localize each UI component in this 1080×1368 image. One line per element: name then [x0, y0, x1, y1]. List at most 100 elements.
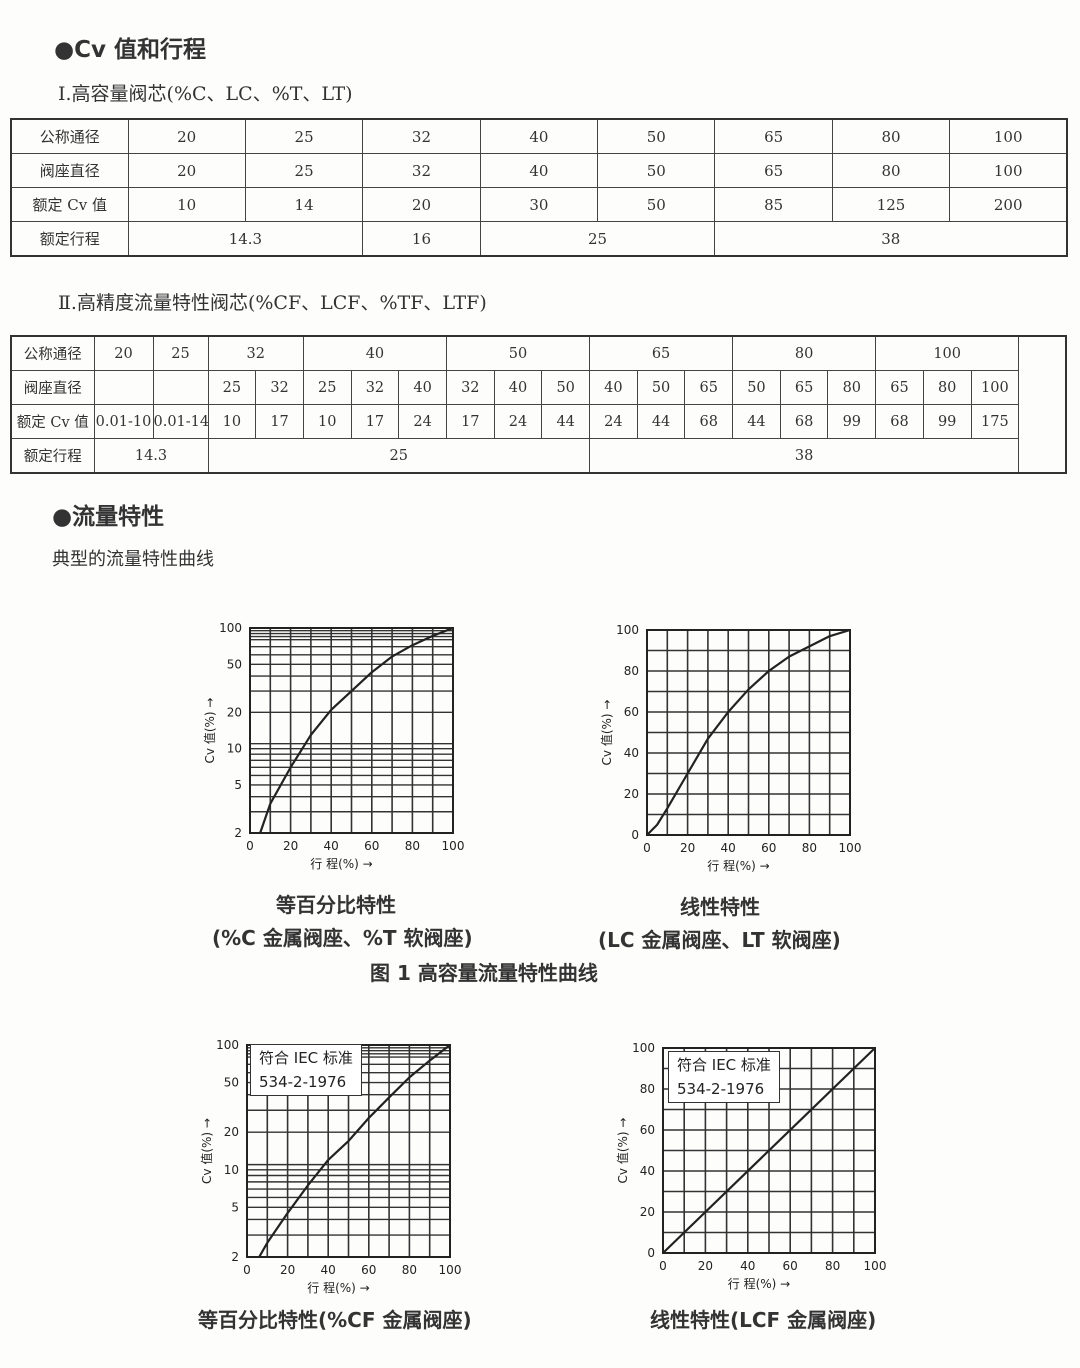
table-cell: 50: [597, 153, 716, 188]
table-cell: 32: [350, 370, 400, 405]
y-axis-label: Cv 值(%) →: [615, 1118, 630, 1184]
table-cell: 40: [302, 335, 447, 371]
table-cell: 44: [636, 404, 686, 439]
table-cell: 32: [445, 370, 495, 405]
iec-note-line2: 534-2-1976: [259, 1073, 347, 1091]
y-tick-label: 100: [616, 623, 639, 637]
table-cell: 80: [831, 153, 951, 188]
table-cell: 50: [597, 118, 716, 154]
y-tick-label: 100: [216, 1038, 239, 1052]
caption-chart3: 等百分比特性(%CF 金属阀座): [198, 1308, 472, 1332]
plot-frame: [646, 629, 851, 836]
table-cell: 38: [714, 221, 1068, 257]
table-cell: 25: [302, 370, 352, 405]
table-cell: 80: [831, 118, 951, 154]
table-cell: 65: [684, 370, 734, 405]
table-cell: 99: [827, 404, 877, 439]
table-row: 额定行程 14.3 25 38: [10, 438, 1066, 474]
chart-linear-lcf: 0 20 40 60 80 100 0 20 40 60 80 100 行 程(%) → Cv 值(%) …: [615, 1041, 886, 1291]
table-cell: 80: [922, 370, 972, 405]
table-cell: 40: [479, 153, 599, 188]
table-cell: 65: [779, 370, 829, 405]
table-cell: 20: [93, 335, 154, 371]
table-cell: 20: [127, 118, 246, 154]
table-cell: 175: [970, 404, 1020, 439]
x-tick-label: 100: [839, 841, 862, 855]
x-tick-label: 20: [698, 1259, 713, 1273]
y-tick-label: 10: [227, 742, 242, 756]
table-row: 阀座直径 20 25 32 40 50 65 80 100: [10, 153, 1068, 188]
table-cell: 44: [541, 404, 591, 439]
table-cell: 17: [445, 404, 495, 439]
table-cell: 99: [922, 404, 972, 439]
table-cell: 0.01-14: [152, 404, 209, 439]
plot-frame: [662, 1047, 876, 1254]
table-cell: 25: [207, 370, 257, 405]
y-tick-label: 100: [219, 621, 242, 635]
chart-equal-percentage: 0 20 40 60 80 100 2 5 10 20 50 100 行 程(%) → Cv 值(%) →: [202, 621, 464, 871]
table-cell: 65: [875, 370, 924, 405]
table-cell: 100: [949, 153, 1068, 188]
high-capacity-table: 公称通径 20 25 32 40 50 65 80 100 阀座直径 20 25 32 40 50 65 80 1…: [10, 118, 1069, 257]
table-row: 阀座直径 25 32 25 32 40 32 40 50 40 50 65 50 65 80 65 80 100: [10, 370, 1066, 405]
y-tick-label: 50: [224, 1076, 239, 1090]
table-cell: 32: [362, 118, 481, 154]
characteristic-curve: [662, 1047, 876, 1254]
iec-note-box-2: 符合 IEC 标准 534-2-1976: [668, 1051, 780, 1103]
characteristic-curve: [646, 628, 851, 836]
caption-chart2-sub: (LC 金属阀座、LT 软阀座): [598, 928, 841, 952]
x-tick-label: 80: [402, 1263, 417, 1277]
y-axis-label: Cv 值(%) →: [199, 1118, 214, 1184]
table-cell: 80: [827, 370, 877, 405]
x-tick-label: 0: [643, 841, 651, 855]
table-row: 公称通径 20 25 32 40 50 65 80 100: [10, 118, 1068, 154]
table-cell: [93, 370, 154, 405]
table-cell: 32: [255, 370, 304, 405]
y-tick-label: 50: [227, 657, 242, 671]
y-tick-label: 40: [640, 1164, 655, 1178]
table-row: 额定行程 14.3 16 25 38: [10, 221, 1068, 257]
y-tick-label: 60: [640, 1123, 655, 1137]
table-cell: 25: [244, 153, 364, 188]
figure-caption: 图 1 高容量流量特性曲线: [370, 961, 598, 985]
table-cell: 14.3: [93, 438, 209, 474]
table-cell: 25: [244, 118, 364, 154]
x-tick-label: 0: [246, 839, 254, 853]
x-tick-label: 60: [364, 839, 379, 853]
x-tick-label: 40: [721, 841, 736, 855]
table-cell: 10: [302, 404, 352, 439]
table2-title: Ⅱ.高精度流量特性阀芯(%CF、LCF、%TF、LTF): [58, 292, 487, 314]
table-cell: 25: [479, 221, 716, 257]
table-cell: 24: [493, 404, 543, 439]
table-cell: 50: [732, 370, 781, 405]
section-title-flow: ●流量特性: [52, 504, 165, 530]
table-row: 额定 Cv 值 10 14 20 30 50 85 125 200: [10, 187, 1068, 222]
y-tick-label: 20: [224, 1125, 239, 1139]
table-cell: 200: [949, 187, 1068, 222]
table-cell: 44: [732, 404, 781, 439]
row-label: 额定 Cv 值: [10, 187, 129, 222]
table-cell: 50: [445, 335, 591, 371]
x-tick-label: 40: [324, 839, 339, 853]
iec-note-box-1: 符合 IEC 标准 534-2-1976: [250, 1044, 362, 1096]
table-cell: 50: [636, 370, 686, 405]
table-cell: 40: [589, 370, 638, 405]
section-title-cv: ●Cv 值和行程: [54, 37, 206, 63]
x-tick-label: 0: [659, 1259, 667, 1273]
row-label: 公称通径: [10, 118, 129, 154]
table-cell: 40: [479, 118, 599, 154]
y-tick-label: 2: [234, 826, 242, 840]
table-cell: 50: [597, 187, 716, 222]
x-tick-label: 40: [740, 1259, 755, 1273]
table-cell: 65: [714, 153, 833, 188]
chart-linear: 0 20 40 60 80 100 0 20 40 60 80 100 行 程(%) → Cv 值(%) …: [599, 623, 862, 873]
table-row: 公称通径 20 25 32 40 50 65 80 100: [10, 335, 1066, 371]
table-cell: 17: [255, 404, 304, 439]
y-tick-label: 80: [624, 664, 639, 678]
high-precision-table: 公称通径 20 25 32 40 50 65 80 100 阀座直径 25 32 25 32 40 32 40 5…: [10, 335, 1068, 474]
y-axis-label: Cv 值(%) →: [202, 698, 217, 764]
y-tick-label: 80: [640, 1082, 655, 1096]
table-cell: 68: [779, 404, 829, 439]
table-cell: 14: [244, 187, 364, 222]
characteristic-curve: [259, 626, 454, 834]
